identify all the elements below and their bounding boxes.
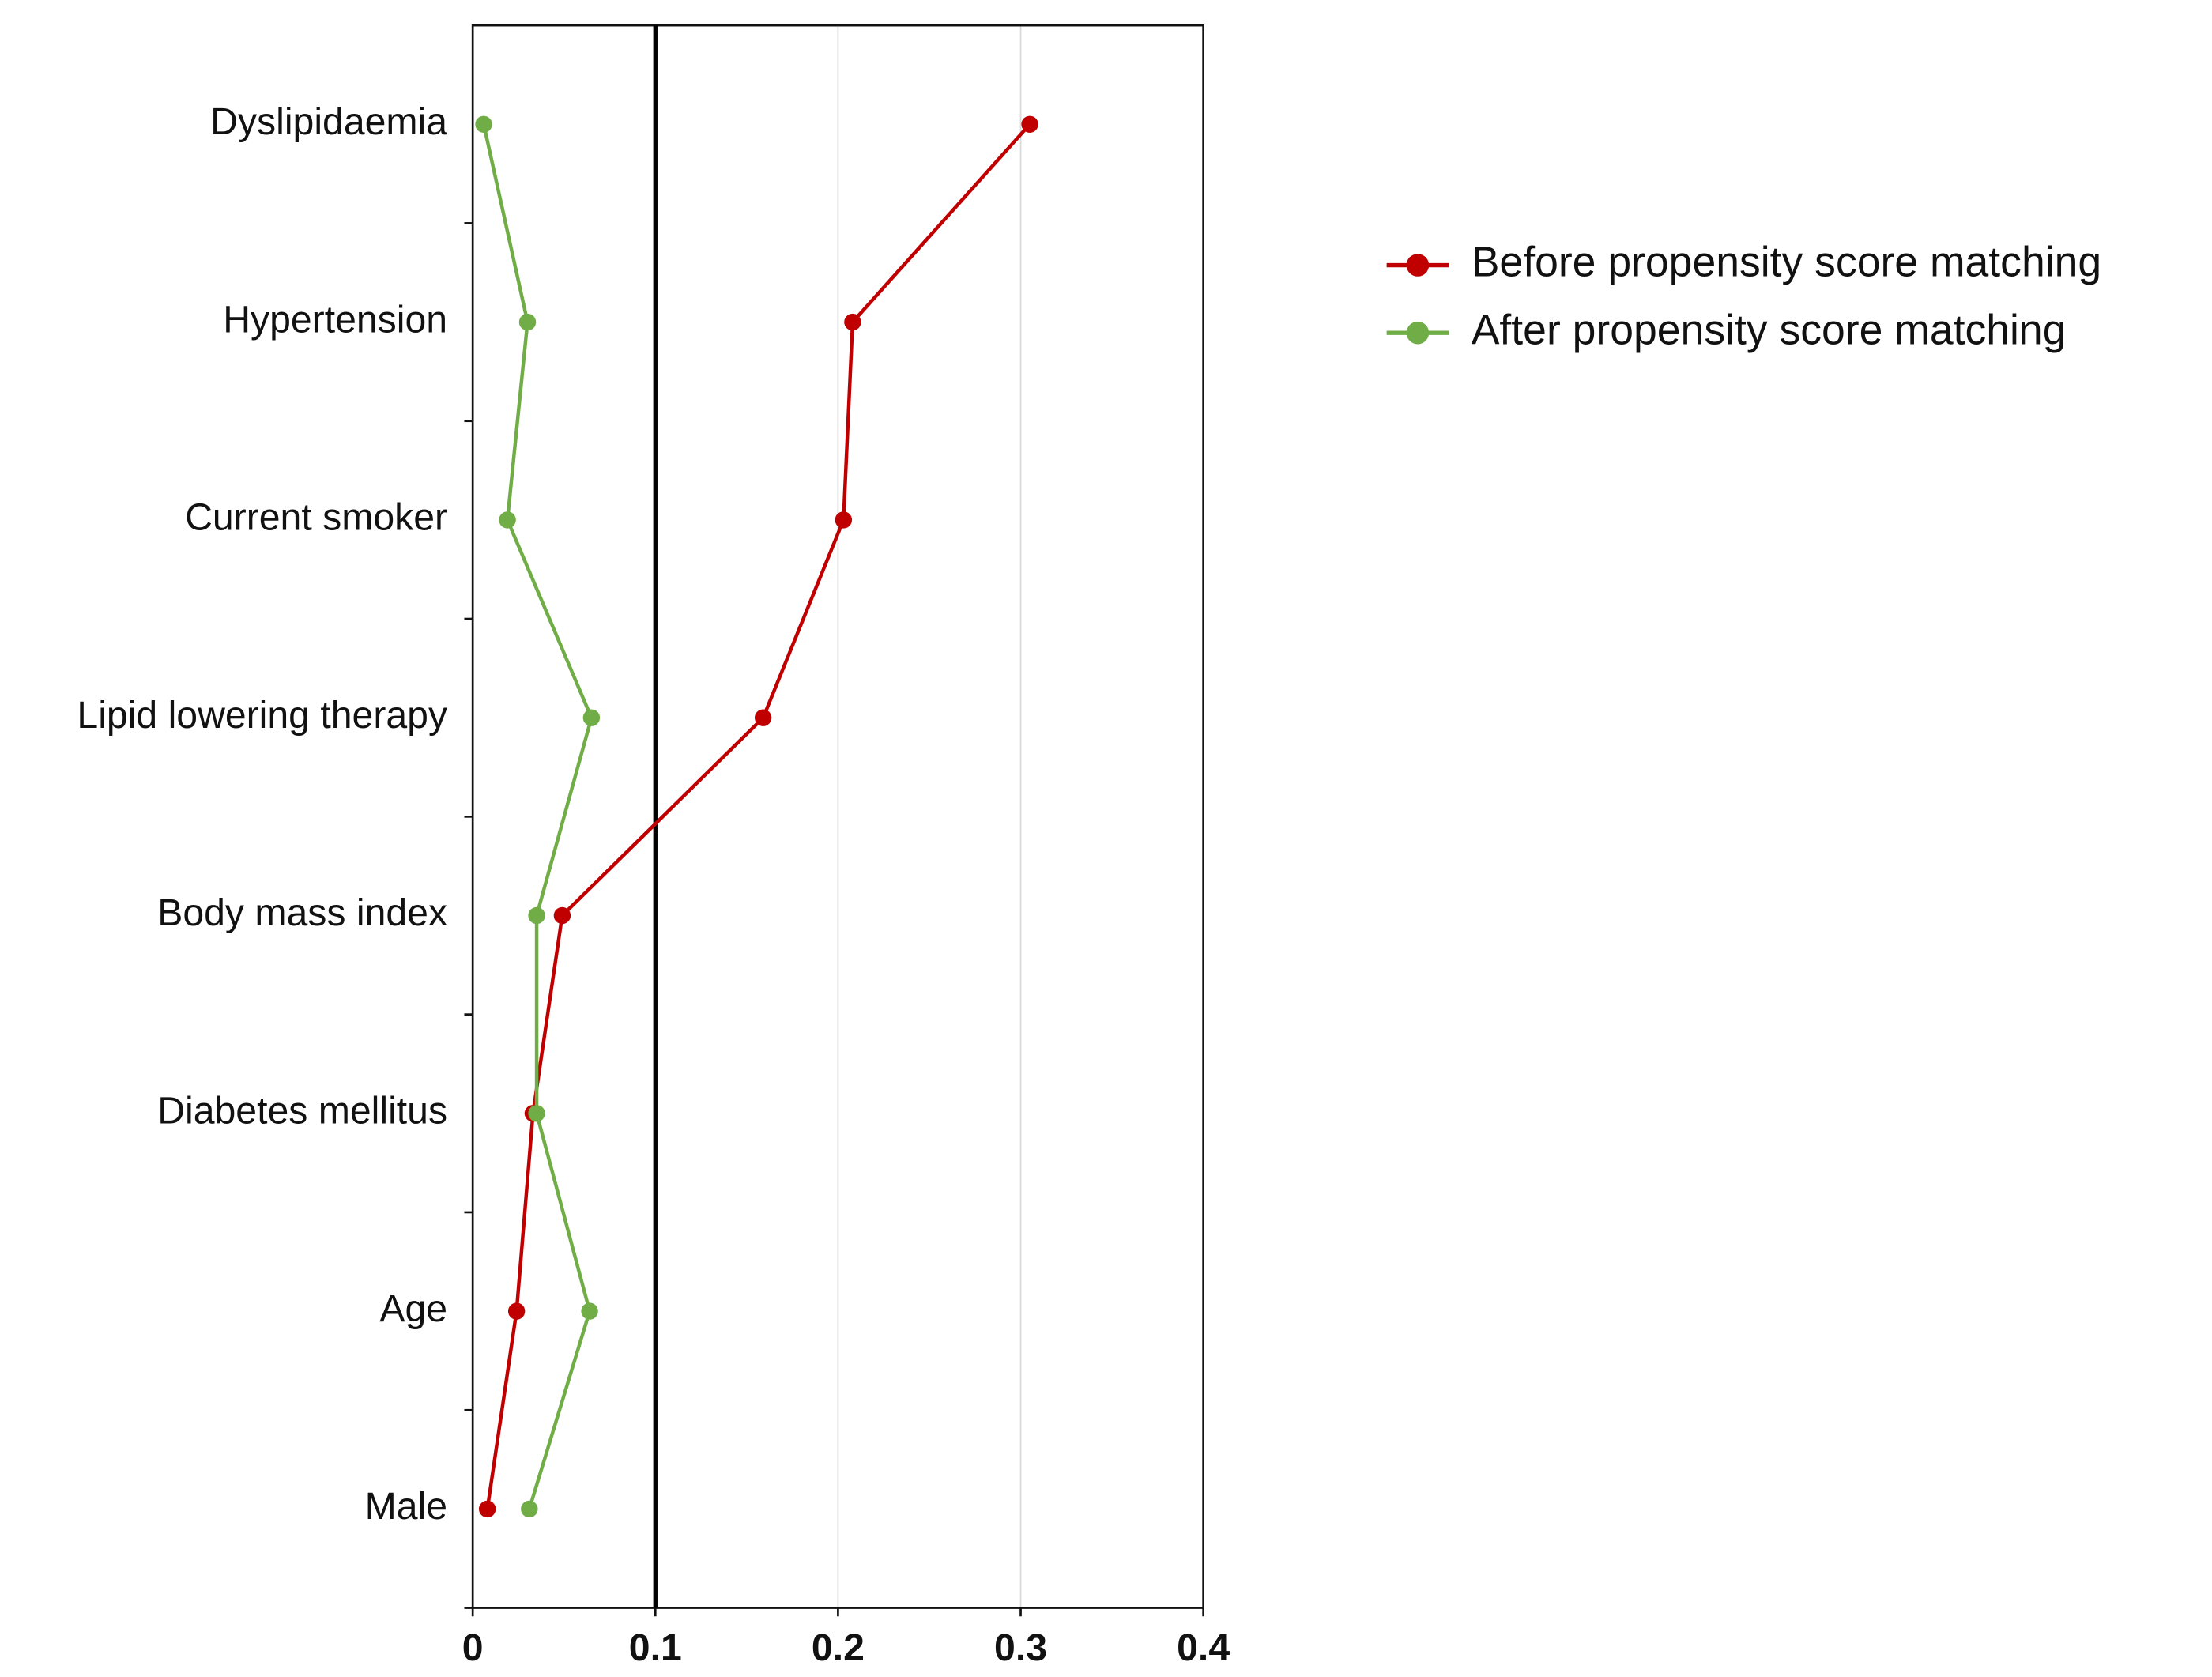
legend-label: After propensity score matching bbox=[1472, 307, 2067, 353]
legend-marker bbox=[1406, 321, 1430, 345]
data-point bbox=[754, 709, 772, 726]
data-point bbox=[1021, 115, 1038, 133]
data-point bbox=[521, 1500, 538, 1518]
series-line bbox=[481, 123, 594, 1510]
data-point bbox=[581, 1302, 598, 1320]
y-tick-label: Lipid lowering therapy bbox=[77, 694, 447, 737]
x-tick-label: 0.4 bbox=[1177, 1626, 1230, 1669]
y-tick-label: Diabetes mellitus bbox=[157, 1090, 447, 1132]
x-tick-label: 0.2 bbox=[812, 1626, 865, 1669]
y-tick-label: Age bbox=[379, 1287, 447, 1330]
legend-marker bbox=[1406, 254, 1430, 277]
y-tick-label: Current smoker bbox=[185, 496, 447, 539]
data-point bbox=[478, 1500, 496, 1518]
y-tick-label: Dyslipidaemia bbox=[210, 100, 447, 143]
data-point bbox=[582, 709, 601, 726]
data-point bbox=[553, 906, 571, 925]
x-tick-label: 0.3 bbox=[994, 1626, 1047, 1669]
data-point bbox=[499, 511, 516, 529]
y-tick-label: Body mass index bbox=[157, 891, 447, 934]
legend-label: Before propensity score matching bbox=[1472, 239, 2101, 286]
data-point bbox=[835, 511, 853, 529]
data-point bbox=[528, 906, 545, 925]
data-point bbox=[475, 115, 492, 133]
y-tick-label: Male bbox=[365, 1485, 447, 1528]
x-tick-label: 0.1 bbox=[629, 1626, 682, 1669]
data-point bbox=[518, 313, 537, 331]
data-point bbox=[507, 1302, 526, 1320]
x-tick-label: 0 bbox=[462, 1626, 484, 1669]
data-point bbox=[844, 313, 861, 331]
data-point bbox=[528, 1105, 545, 1122]
y-tick-label: Hypertension bbox=[223, 298, 447, 341]
series-line bbox=[485, 122, 1031, 1509]
